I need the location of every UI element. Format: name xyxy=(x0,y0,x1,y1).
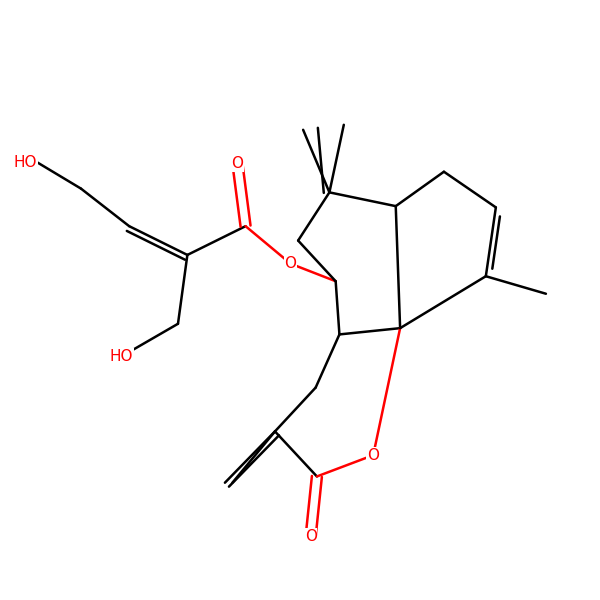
Text: O: O xyxy=(305,529,317,544)
Text: HO: HO xyxy=(14,155,37,170)
Text: O: O xyxy=(284,256,296,271)
Text: O: O xyxy=(367,448,379,463)
Text: HO: HO xyxy=(110,349,133,364)
Text: O: O xyxy=(232,156,244,171)
